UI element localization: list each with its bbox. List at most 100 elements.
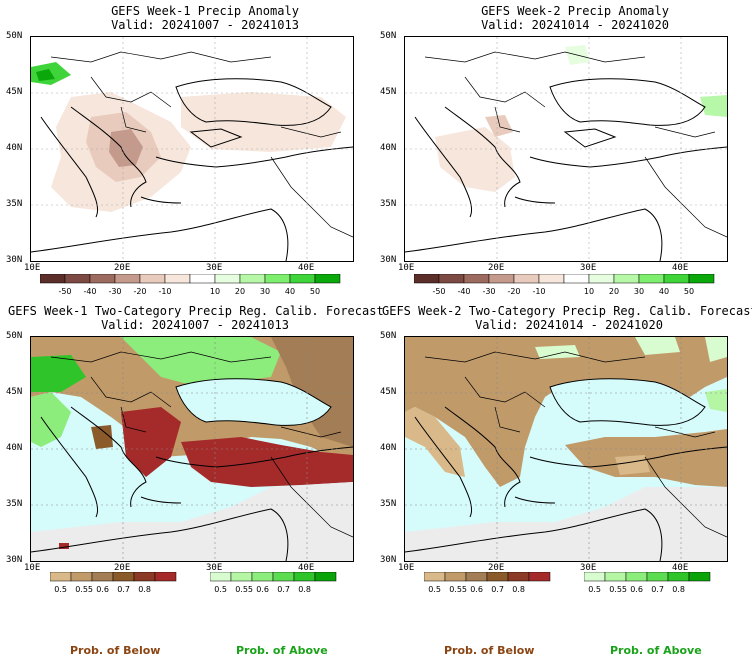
colorbar-tick-label: -50 [432,287,445,296]
colorbar-tick-label: 0.55 [449,585,467,594]
colorbar-tick-label: 0.8 [298,585,311,594]
colorbar-tick-label: 0.6 [96,585,109,594]
gridlines [31,37,353,261]
colorbar-tick-label: 30 [634,287,644,296]
colorbar-swatch [154,572,177,582]
map-panel-w1-anomaly [30,36,354,262]
lon-label: 20E [114,263,131,273]
colorbar-swatch [613,274,640,284]
lon-label: 30E [580,563,597,573]
anomaly-map [31,37,353,261]
lon-label: 40E [298,563,315,573]
lat-label: 40N [380,143,397,153]
lon-label: 10E [398,263,415,273]
anomaly-colorbar: -50 -40 -30 -20 -10 10 20 30 40 50 [414,274,734,300]
lat-label: 30N [6,255,23,265]
colorbar-swatch [604,572,627,582]
colorbar-tick-label: -40 [457,287,470,296]
colorbar-swatch [214,274,241,284]
lat-label: 40N [6,443,23,453]
colorbar-tick-label: -20 [507,287,520,296]
colorbar-swatch [444,572,467,582]
colorbar-swatch [133,572,156,582]
colorbar-tick-label: 0.5 [588,585,601,594]
colorbar-swatch [314,274,341,284]
colorbar-tick-label: 50 [310,287,320,296]
colorbar-tick-label: 0.7 [491,585,504,594]
colorbar-tick-label: 0.6 [256,585,269,594]
lon-label: 40E [672,263,689,273]
colorbar-swatch [486,572,509,582]
anomaly-shading [31,62,346,212]
colorbar-swatch [139,274,166,284]
colorbar-tick-label: 0.55 [75,585,93,594]
lat-label: 45N [6,387,23,397]
colorbar-swatch [663,274,690,284]
lon-label: 40E [672,563,689,573]
colorbar-swatch [239,274,266,284]
colorbar-swatch [563,274,590,284]
colorbar-tick-label: 10 [210,287,220,296]
panel-valid-dates: Valid: 20241007 - 20241013 [111,18,299,32]
colorbar-tick-label: 0.8 [138,585,151,594]
colorbar-swatch [89,274,116,284]
colorbar-tick-label: 0.6 [470,585,483,594]
lat-label: 35N [380,199,397,209]
borders [424,351,727,538]
lon-label: 30E [580,263,597,273]
borders [424,51,727,238]
lon-label: 20E [488,563,505,573]
legend-prob-below: Prob. of Below [70,644,161,657]
colorbar-tick-label: 30 [260,287,270,296]
colorbar-swatch [70,572,93,582]
below-prob-colorbar: 0.5 0.55 0.6 0.7 0.8 [50,572,190,596]
lat-label: 40N [6,143,23,153]
gridlines [405,337,727,561]
lon-label: 10E [24,263,41,273]
colorbar-swatch [667,572,690,582]
lat-label: 45N [380,387,397,397]
colorbar-tick-label: -10 [532,287,545,296]
colorbar-swatch [164,274,191,284]
colorbar-tick-label: 10 [584,287,594,296]
lon-label: 40E [298,263,315,273]
colorbar-swatch [688,274,715,284]
panel-valid-dates: Valid: 20241014 - 20241020 [475,318,663,332]
lat-label: 30N [380,555,397,565]
lat-label: 35N [6,199,23,209]
colorbar-swatch [114,274,141,284]
gridlines [405,37,727,261]
lat-label: 45N [6,87,23,97]
colorbar-swatch [210,572,232,582]
lat-label: 50N [6,31,23,41]
panel-title: GEFS Week-2 Two-Category Precip Reg. Cal… [382,304,752,318]
colorbar-tick-label: 20 [609,287,619,296]
lon-label: 10E [398,563,415,573]
coastlines [405,78,727,261]
colorbar-swatch [438,274,465,284]
panel-title: GEFS Week-1 Precip Anomaly [111,4,299,18]
colorbar-tick-label: 40 [285,287,295,296]
lat-label: 35N [380,499,397,509]
lat-label: 30N [380,255,397,265]
below-prob-colorbar: 0.5 0.55 0.6 0.7 0.8 [424,572,564,596]
borders [50,51,353,238]
colorbar-swatch [625,572,648,582]
colorbar-swatch [465,572,488,582]
lat-label: 50N [380,31,397,41]
colorbar-tick-label: 0.7 [277,585,290,594]
colorbar-tick-label: 0.6 [630,585,643,594]
lat-label: 45N [380,87,397,97]
colorbar-swatch [646,572,669,582]
lat-label: 50N [6,331,23,341]
borders [50,351,353,538]
legend-prob-below: Prob. of Below [444,644,535,657]
colorbar-swatch [538,274,565,284]
colorbar-swatch [488,274,515,284]
lon-label: 20E [488,263,505,273]
colorbar-swatch [588,274,615,284]
colorbar-swatch [424,572,446,582]
colorbar-swatch [189,274,216,284]
map-panel-w2-anomaly [404,36,728,262]
colorbar-swatch [463,274,490,284]
